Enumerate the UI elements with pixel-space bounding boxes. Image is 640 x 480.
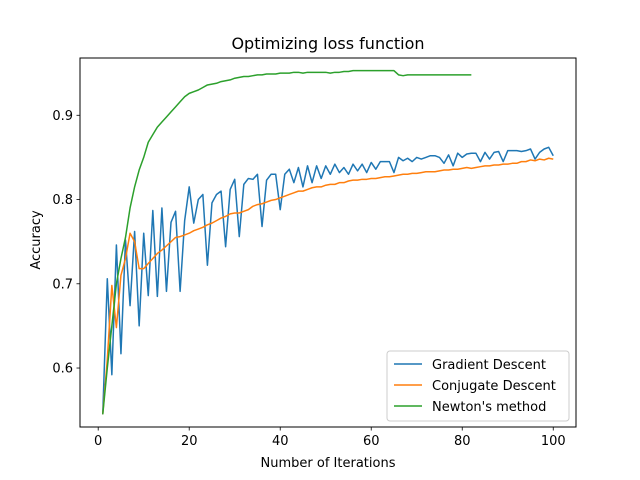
y-tick-label: 0.8 <box>52 193 73 208</box>
x-tick-label: 40 <box>272 434 289 449</box>
x-tick-label: 0 <box>94 434 102 449</box>
x-axis-label: Number of Iterations <box>261 456 396 471</box>
plot-area-frame <box>79 57 577 428</box>
x-tick-label: 60 <box>363 434 380 449</box>
y-tick-label: 0.9 <box>52 109 73 124</box>
series-layer <box>102 69 554 415</box>
y-axis-label: Accuracy <box>29 210 44 270</box>
x-axis-ticks: 0 20 40 60 80 100 <box>94 427 566 449</box>
legend: Gradient Descent Conjugate Descent Newton'… <box>386 350 570 422</box>
chart-title: Optimizing loss function <box>231 34 424 53</box>
series-line-1 <box>102 146 554 415</box>
legend-label: Newton's method <box>432 400 546 415</box>
series-line-2 <box>102 157 554 415</box>
legend-box <box>386 350 570 422</box>
y-tick-label: 0.7 <box>52 277 73 292</box>
y-axis-ticks: 0.6 0.7 0.8 0.9 <box>52 109 80 377</box>
legend-label: Conjugate Descent <box>432 379 556 394</box>
x-tick-label: 20 <box>181 434 198 449</box>
legend-label: Gradient Descent <box>432 358 546 373</box>
y-tick-label: 0.6 <box>52 362 73 377</box>
series-line-3 <box>102 69 472 415</box>
x-tick-label: 80 <box>454 434 471 449</box>
x-tick-label: 100 <box>541 434 566 449</box>
